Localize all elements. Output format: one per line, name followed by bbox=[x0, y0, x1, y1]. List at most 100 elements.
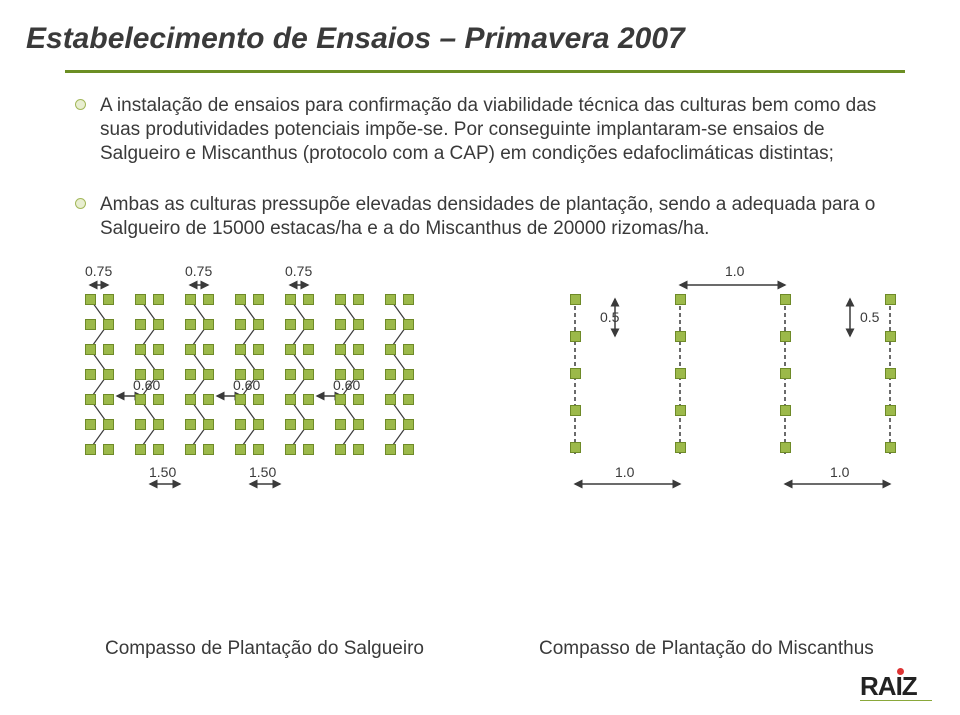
plant-node bbox=[103, 369, 114, 380]
plant-node bbox=[780, 368, 791, 379]
plant-node bbox=[103, 344, 114, 355]
plant-node bbox=[153, 394, 164, 405]
plant-node bbox=[253, 419, 264, 430]
plant-node bbox=[185, 419, 196, 430]
plant-node bbox=[235, 344, 246, 355]
plant-node bbox=[403, 444, 414, 455]
plant-node bbox=[353, 444, 364, 455]
plant-node bbox=[885, 368, 896, 379]
plant-node bbox=[385, 344, 396, 355]
plant-node bbox=[135, 344, 146, 355]
plant-node bbox=[135, 394, 146, 405]
bullet-1: A instalação de ensaios para confirmação… bbox=[75, 94, 905, 165]
plant-node bbox=[135, 444, 146, 455]
plant-node bbox=[285, 394, 296, 405]
plant-node bbox=[285, 344, 296, 355]
logo-text-2: Z bbox=[902, 671, 917, 701]
bullet-1-text: A instalação de ensaios para confirmação… bbox=[100, 94, 905, 165]
plant-node bbox=[780, 294, 791, 305]
plant-node bbox=[403, 419, 414, 430]
bullet-2: Ambas as culturas pressupõe elevadas den… bbox=[75, 193, 905, 241]
plant-node bbox=[335, 369, 346, 380]
plant-node bbox=[570, 368, 581, 379]
title-underline bbox=[65, 70, 905, 73]
plant-node bbox=[403, 394, 414, 405]
plant-node bbox=[185, 444, 196, 455]
diagram-area: 0.75 0.75 0.75 0.60 0.60 0.60 1.50 1.50 bbox=[75, 269, 905, 529]
plant-node bbox=[385, 394, 396, 405]
plant-node bbox=[385, 444, 396, 455]
plant-node bbox=[185, 394, 196, 405]
plant-node bbox=[353, 319, 364, 330]
plant-node bbox=[153, 444, 164, 455]
plant-node bbox=[385, 319, 396, 330]
plant-node bbox=[203, 444, 214, 455]
raiz-logo: RAIZ bbox=[860, 671, 932, 702]
plant-node bbox=[103, 444, 114, 455]
plant-node bbox=[85, 419, 96, 430]
plant-node bbox=[285, 319, 296, 330]
logo-text-1: RA bbox=[860, 671, 896, 701]
plant-node bbox=[153, 419, 164, 430]
plant-node bbox=[235, 419, 246, 430]
plant-node bbox=[185, 294, 196, 305]
plant-node bbox=[335, 394, 346, 405]
plant-node bbox=[285, 294, 296, 305]
plant-node bbox=[203, 394, 214, 405]
plant-node bbox=[153, 294, 164, 305]
plant-node bbox=[153, 319, 164, 330]
plant-node bbox=[85, 444, 96, 455]
plant-node bbox=[780, 405, 791, 416]
plant-node bbox=[203, 419, 214, 430]
plant-node bbox=[885, 294, 896, 305]
plant-node bbox=[103, 319, 114, 330]
plant-node bbox=[103, 294, 114, 305]
plant-node bbox=[303, 419, 314, 430]
plant-node bbox=[253, 319, 264, 330]
plant-node bbox=[253, 369, 264, 380]
plant-node bbox=[185, 344, 196, 355]
plant-node bbox=[153, 369, 164, 380]
plant-node bbox=[203, 294, 214, 305]
plant-node bbox=[385, 294, 396, 305]
plant-node bbox=[253, 294, 264, 305]
plant-node bbox=[303, 344, 314, 355]
caption-right: Compasso de Plantação do Miscanthus bbox=[539, 638, 874, 660]
plant-node bbox=[335, 344, 346, 355]
salgueiro-node-layer bbox=[75, 269, 455, 529]
plant-node bbox=[570, 442, 581, 453]
plant-node bbox=[135, 369, 146, 380]
plant-node bbox=[235, 394, 246, 405]
plant-node bbox=[335, 419, 346, 430]
plant-node bbox=[185, 319, 196, 330]
caption-left: Compasso de Plantação do Salgueiro bbox=[105, 638, 424, 660]
plant-node bbox=[235, 294, 246, 305]
plant-node bbox=[885, 331, 896, 342]
plant-node bbox=[780, 331, 791, 342]
plant-node bbox=[403, 294, 414, 305]
plant-node bbox=[153, 344, 164, 355]
plant-node bbox=[103, 419, 114, 430]
plant-node bbox=[303, 294, 314, 305]
plant-node bbox=[253, 394, 264, 405]
plant-node bbox=[675, 442, 686, 453]
plant-node bbox=[353, 394, 364, 405]
plant-node bbox=[675, 368, 686, 379]
plant-node bbox=[353, 344, 364, 355]
content-area: A instalação de ensaios para confirmação… bbox=[0, 56, 960, 529]
captions: Compasso de Plantação do Salgueiro Compa… bbox=[0, 638, 960, 660]
plant-node bbox=[103, 394, 114, 405]
plant-node bbox=[85, 344, 96, 355]
plant-node bbox=[570, 294, 581, 305]
plant-node bbox=[85, 294, 96, 305]
plant-node bbox=[285, 444, 296, 455]
plant-node bbox=[235, 369, 246, 380]
plant-node bbox=[675, 331, 686, 342]
plant-node bbox=[570, 405, 581, 416]
bullet-icon bbox=[75, 198, 86, 209]
plant-node bbox=[353, 419, 364, 430]
plant-node bbox=[303, 319, 314, 330]
plant-node bbox=[85, 394, 96, 405]
plant-node bbox=[780, 442, 791, 453]
plant-node bbox=[403, 344, 414, 355]
